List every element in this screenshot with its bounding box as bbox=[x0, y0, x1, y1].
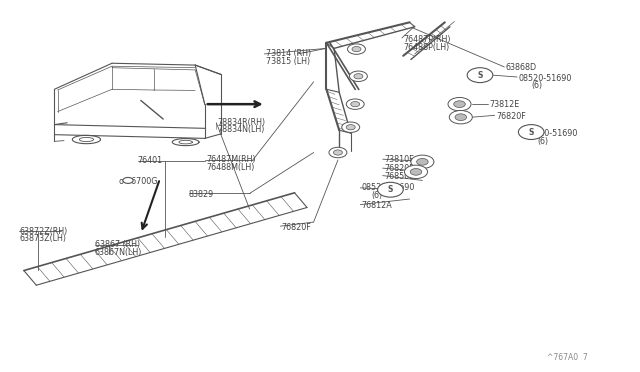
Text: (6): (6) bbox=[538, 137, 548, 146]
Text: 83829: 83829 bbox=[189, 190, 214, 199]
Text: 63873Z(LH): 63873Z(LH) bbox=[19, 234, 66, 243]
Circle shape bbox=[518, 125, 544, 140]
Text: 76812A: 76812A bbox=[362, 201, 392, 210]
Text: S: S bbox=[477, 71, 483, 80]
Ellipse shape bbox=[349, 71, 367, 81]
Ellipse shape bbox=[346, 125, 355, 130]
Text: 08520-51690: 08520-51690 bbox=[525, 129, 578, 138]
Text: 08520-51690: 08520-51690 bbox=[518, 74, 572, 83]
Text: 63867N(LH): 63867N(LH) bbox=[95, 248, 142, 257]
Text: 63868D: 63868D bbox=[506, 63, 537, 72]
Circle shape bbox=[378, 182, 403, 197]
Circle shape bbox=[410, 169, 422, 175]
Circle shape bbox=[455, 114, 467, 121]
Text: 76850E: 76850E bbox=[384, 172, 414, 181]
Text: ^767A0  7: ^767A0 7 bbox=[547, 353, 588, 362]
Text: 76488M(LH): 76488M(LH) bbox=[206, 163, 255, 172]
Text: 08520-51690: 08520-51690 bbox=[362, 183, 415, 192]
Text: (6): (6) bbox=[531, 81, 542, 90]
Text: o-76700G: o-76700G bbox=[118, 177, 158, 186]
Circle shape bbox=[454, 101, 465, 108]
Ellipse shape bbox=[329, 147, 347, 158]
Text: (6): (6) bbox=[371, 191, 382, 200]
Text: 78834N(LH): 78834N(LH) bbox=[218, 125, 265, 134]
Text: 73810E: 73810E bbox=[384, 155, 414, 164]
Text: S: S bbox=[388, 185, 393, 194]
Ellipse shape bbox=[333, 150, 342, 155]
Text: 76487P(RH): 76487P(RH) bbox=[403, 35, 451, 44]
Text: 76401: 76401 bbox=[138, 156, 163, 165]
Circle shape bbox=[467, 68, 493, 83]
Ellipse shape bbox=[346, 99, 364, 109]
Ellipse shape bbox=[342, 122, 360, 132]
Text: 63872Z(RH): 63872Z(RH) bbox=[19, 227, 67, 236]
Text: 76488P(LH): 76488P(LH) bbox=[403, 43, 449, 52]
Circle shape bbox=[449, 110, 472, 124]
Ellipse shape bbox=[351, 102, 360, 107]
Text: S: S bbox=[529, 128, 534, 137]
Circle shape bbox=[411, 155, 434, 169]
Text: 76820F: 76820F bbox=[282, 223, 311, 232]
Circle shape bbox=[404, 165, 428, 179]
Text: 73814 (RH): 73814 (RH) bbox=[266, 49, 311, 58]
Text: 73815 (LH): 73815 (LH) bbox=[266, 57, 310, 66]
Ellipse shape bbox=[352, 46, 361, 52]
Ellipse shape bbox=[354, 74, 363, 79]
Ellipse shape bbox=[348, 44, 365, 54]
Text: 78834R(RH): 78834R(RH) bbox=[218, 118, 266, 127]
Text: 63867 (RH): 63867 (RH) bbox=[95, 240, 140, 249]
Text: 76820F: 76820F bbox=[384, 164, 413, 173]
Text: 76487M(RH): 76487M(RH) bbox=[206, 155, 256, 164]
Circle shape bbox=[448, 97, 471, 111]
Text: 73812E: 73812E bbox=[490, 100, 520, 109]
Circle shape bbox=[123, 177, 133, 183]
Text: 76820F: 76820F bbox=[496, 112, 525, 121]
Circle shape bbox=[417, 158, 428, 165]
